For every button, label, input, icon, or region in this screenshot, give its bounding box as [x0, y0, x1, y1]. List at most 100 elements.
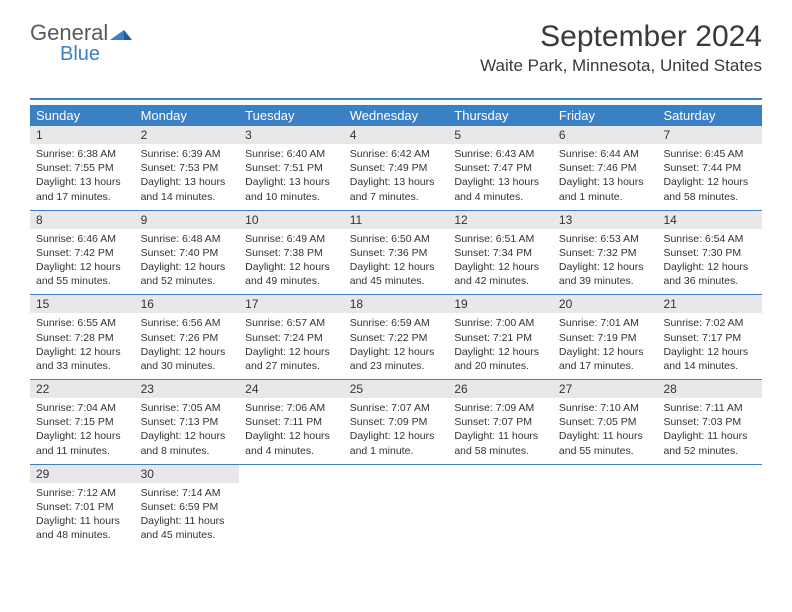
day-details: Sunrise: 6:59 AMSunset: 7:22 PMDaylight:…	[344, 313, 449, 379]
sunset-text: Sunset: 7:38 PM	[245, 246, 338, 260]
sunrise-text: Sunrise: 7:04 AM	[36, 401, 129, 415]
sunset-text: Sunset: 7:32 PM	[559, 246, 652, 260]
daylight-text: Daylight: 12 hours and 8 minutes.	[141, 429, 234, 457]
day-number: 21	[657, 295, 762, 313]
sunset-text: Sunset: 7:11 PM	[245, 415, 338, 429]
sunrise-text: Sunrise: 7:14 AM	[141, 486, 234, 500]
calendar-day	[239, 465, 344, 549]
calendar-day: 25Sunrise: 7:07 AMSunset: 7:09 PMDayligh…	[344, 380, 449, 464]
sunrise-text: Sunrise: 6:39 AM	[141, 147, 234, 161]
day-details: Sunrise: 6:42 AMSunset: 7:49 PMDaylight:…	[344, 144, 449, 210]
header-friday: Friday	[553, 105, 658, 126]
sunrise-text: Sunrise: 7:12 AM	[36, 486, 129, 500]
header-saturday: Saturday	[657, 105, 762, 126]
sunrise-text: Sunrise: 7:11 AM	[663, 401, 756, 415]
day-number: 12	[448, 211, 553, 229]
daylight-text: Daylight: 12 hours and 23 minutes.	[350, 345, 443, 373]
daylight-text: Daylight: 12 hours and 39 minutes.	[559, 260, 652, 288]
daylight-text: Daylight: 12 hours and 55 minutes.	[36, 260, 129, 288]
day-number: 17	[239, 295, 344, 313]
day-details: Sunrise: 6:45 AMSunset: 7:44 PMDaylight:…	[657, 144, 762, 210]
calendar-day: 8Sunrise: 6:46 AMSunset: 7:42 PMDaylight…	[30, 211, 135, 295]
sunset-text: Sunset: 7:21 PM	[454, 331, 547, 345]
day-details: Sunrise: 6:53 AMSunset: 7:32 PMDaylight:…	[553, 229, 658, 295]
sunrise-text: Sunrise: 6:51 AM	[454, 232, 547, 246]
day-number: 16	[135, 295, 240, 313]
sunset-text: Sunset: 7:01 PM	[36, 500, 129, 514]
sunset-text: Sunset: 7:15 PM	[36, 415, 129, 429]
day-number: 2	[135, 126, 240, 144]
day-details: Sunrise: 6:56 AMSunset: 7:26 PMDaylight:…	[135, 313, 240, 379]
logo-text-general: General	[30, 20, 108, 45]
calendar-day: 13Sunrise: 6:53 AMSunset: 7:32 PMDayligh…	[553, 211, 658, 295]
sunrise-text: Sunrise: 7:01 AM	[559, 316, 652, 330]
daylight-text: Daylight: 12 hours and 30 minutes.	[141, 345, 234, 373]
calendar: Sunday Monday Tuesday Wednesday Thursday…	[30, 105, 762, 548]
day-details: Sunrise: 7:11 AMSunset: 7:03 PMDaylight:…	[657, 398, 762, 464]
sunrise-text: Sunrise: 6:46 AM	[36, 232, 129, 246]
day-number: 15	[30, 295, 135, 313]
title-block: September 2024 Waite Park, Minnesota, Un…	[480, 20, 762, 76]
calendar-week: 1Sunrise: 6:38 AMSunset: 7:55 PMDaylight…	[30, 126, 762, 211]
daylight-text: Daylight: 11 hours and 45 minutes.	[141, 514, 234, 542]
day-number: 3	[239, 126, 344, 144]
page-title: September 2024	[480, 20, 762, 54]
sunrise-text: Sunrise: 7:10 AM	[559, 401, 652, 415]
location-text: Waite Park, Minnesota, United States	[480, 56, 762, 76]
sunrise-text: Sunrise: 6:55 AM	[36, 316, 129, 330]
sunset-text: Sunset: 7:46 PM	[559, 161, 652, 175]
daylight-text: Daylight: 13 hours and 4 minutes.	[454, 175, 547, 203]
calendar-week: 15Sunrise: 6:55 AMSunset: 7:28 PMDayligh…	[30, 295, 762, 380]
sunrise-text: Sunrise: 7:02 AM	[663, 316, 756, 330]
sunrise-text: Sunrise: 7:07 AM	[350, 401, 443, 415]
day-details: Sunrise: 6:55 AMSunset: 7:28 PMDaylight:…	[30, 313, 135, 379]
calendar-day: 11Sunrise: 6:50 AMSunset: 7:36 PMDayligh…	[344, 211, 449, 295]
sunset-text: Sunset: 7:40 PM	[141, 246, 234, 260]
day-details: Sunrise: 7:10 AMSunset: 7:05 PMDaylight:…	[553, 398, 658, 464]
day-details: Sunrise: 6:46 AMSunset: 7:42 PMDaylight:…	[30, 229, 135, 295]
calendar-day: 2Sunrise: 6:39 AMSunset: 7:53 PMDaylight…	[135, 126, 240, 210]
day-number: 13	[553, 211, 658, 229]
sunrise-text: Sunrise: 6:44 AM	[559, 147, 652, 161]
calendar-day: 9Sunrise: 6:48 AMSunset: 7:40 PMDaylight…	[135, 211, 240, 295]
daylight-text: Daylight: 11 hours and 48 minutes.	[36, 514, 129, 542]
day-number: 14	[657, 211, 762, 229]
daylight-text: Daylight: 12 hours and 45 minutes.	[350, 260, 443, 288]
daylight-text: Daylight: 13 hours and 1 minute.	[559, 175, 652, 203]
calendar-day: 29Sunrise: 7:12 AMSunset: 7:01 PMDayligh…	[30, 465, 135, 549]
sunrise-text: Sunrise: 7:06 AM	[245, 401, 338, 415]
daylight-text: Daylight: 13 hours and 7 minutes.	[350, 175, 443, 203]
day-number: 30	[135, 465, 240, 483]
day-number: 27	[553, 380, 658, 398]
day-number: 18	[344, 295, 449, 313]
daylight-text: Daylight: 12 hours and 4 minutes.	[245, 429, 338, 457]
calendar-week: 22Sunrise: 7:04 AMSunset: 7:15 PMDayligh…	[30, 380, 762, 465]
daylight-text: Daylight: 12 hours and 17 minutes.	[559, 345, 652, 373]
sunset-text: Sunset: 7:22 PM	[350, 331, 443, 345]
calendar-day: 1Sunrise: 6:38 AMSunset: 7:55 PMDaylight…	[30, 126, 135, 210]
sunrise-text: Sunrise: 6:54 AM	[663, 232, 756, 246]
day-number: 10	[239, 211, 344, 229]
sunrise-text: Sunrise: 7:09 AM	[454, 401, 547, 415]
day-details: Sunrise: 7:00 AMSunset: 7:21 PMDaylight:…	[448, 313, 553, 379]
calendar-day: 28Sunrise: 7:11 AMSunset: 7:03 PMDayligh…	[657, 380, 762, 464]
daylight-text: Daylight: 12 hours and 58 minutes.	[663, 175, 756, 203]
sunset-text: Sunset: 7:36 PM	[350, 246, 443, 260]
calendar-day: 27Sunrise: 7:10 AMSunset: 7:05 PMDayligh…	[553, 380, 658, 464]
header-tuesday: Tuesday	[239, 105, 344, 126]
calendar-day	[657, 465, 762, 549]
calendar-day: 10Sunrise: 6:49 AMSunset: 7:38 PMDayligh…	[239, 211, 344, 295]
sunrise-text: Sunrise: 6:48 AM	[141, 232, 234, 246]
calendar-week: 8Sunrise: 6:46 AMSunset: 7:42 PMDaylight…	[30, 211, 762, 296]
sunrise-text: Sunrise: 6:38 AM	[36, 147, 129, 161]
daylight-text: Daylight: 12 hours and 27 minutes.	[245, 345, 338, 373]
sunset-text: Sunset: 7:17 PM	[663, 331, 756, 345]
sunset-text: Sunset: 7:30 PM	[663, 246, 756, 260]
daylight-text: Daylight: 12 hours and 49 minutes.	[245, 260, 338, 288]
header-sunday: Sunday	[30, 105, 135, 126]
sunset-text: Sunset: 7:28 PM	[36, 331, 129, 345]
day-details: Sunrise: 6:48 AMSunset: 7:40 PMDaylight:…	[135, 229, 240, 295]
header-thursday: Thursday	[448, 105, 553, 126]
calendar-header-row: Sunday Monday Tuesday Wednesday Thursday…	[30, 105, 762, 126]
sunset-text: Sunset: 6:59 PM	[141, 500, 234, 514]
